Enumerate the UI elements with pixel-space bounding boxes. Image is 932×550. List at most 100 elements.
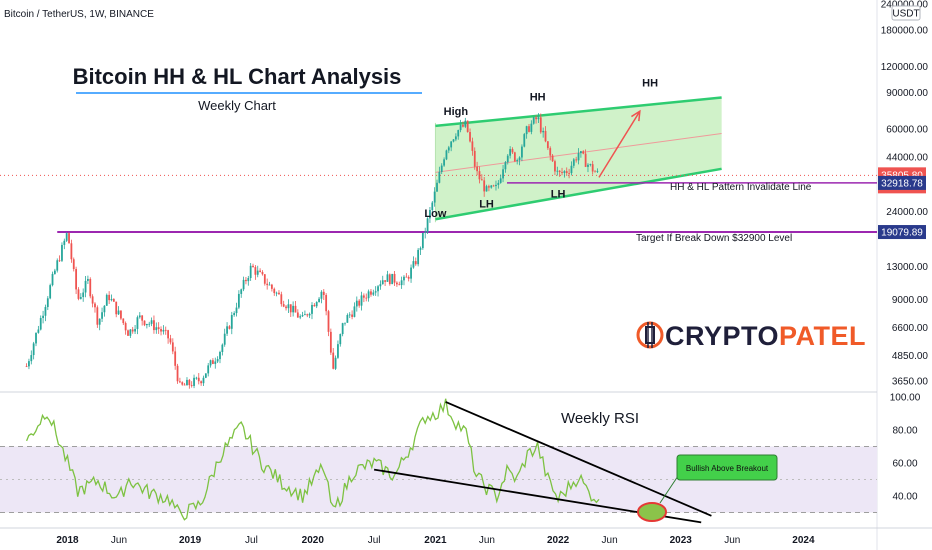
candle-body [103,305,106,313]
candle [51,271,54,287]
candle [278,290,280,295]
candle-body [197,377,200,382]
candle [164,326,167,335]
candle-body [42,315,44,319]
candle [122,318,125,326]
candle-body [492,185,495,187]
candle [483,176,486,197]
candle-body [405,276,408,278]
candle-body [280,294,283,305]
candle [299,314,302,320]
candle-body [487,186,490,188]
candle [127,329,129,336]
candle [525,125,528,139]
candle [558,170,561,177]
candle [410,264,412,283]
candle [143,320,146,327]
rsi-tick-label: 60.00 [892,459,917,470]
candle-body [209,360,212,366]
candle-body [176,365,179,382]
candle-body [311,304,313,314]
brand-logo-icon-inner [645,326,655,344]
candle [487,184,490,192]
candle-body [535,117,537,120]
brand-name-part2: PATEL [779,321,866,351]
candle [301,311,304,318]
candle-body [245,279,247,282]
candle [454,133,457,142]
candle [204,373,207,379]
candle [582,150,585,155]
rsi-tick-label: 100.00 [890,393,921,404]
candle-body [134,328,136,332]
candle-body [450,141,453,148]
candle [499,174,502,184]
candle-body [478,171,481,180]
candle-body [204,373,207,378]
candle-body [138,315,141,318]
candle [445,149,448,161]
candle [58,255,61,263]
candle [473,147,476,170]
candle [584,149,587,168]
candle-body [379,284,382,287]
candle-body [98,318,101,325]
symbol-header[interactable]: Bitcoin / TetherUS, 1W, BINANCE [4,9,154,20]
candle [518,156,521,166]
candle-body [28,361,30,367]
candle-body [452,139,455,142]
candle-body [544,130,547,142]
candle-body [322,291,325,296]
candle [157,322,160,334]
candle [35,332,37,347]
candle-body [249,265,252,279]
annotation-label: HH [530,92,546,104]
candle-body [216,359,219,362]
candle-body [516,159,519,162]
price-tick-label: 180000.00 [881,25,929,36]
candle [367,289,370,302]
candle [247,275,250,286]
candle [436,179,438,192]
rsi-tick-label: 40.00 [892,492,917,503]
price-axis[interactable]: 240000.00 180000.00 120000.00 90000.00 60000… [881,0,929,388]
candle [325,293,328,316]
candle-body [513,152,516,162]
price-tick-label: 60000.00 [886,124,928,135]
candle [105,293,108,306]
candle [233,311,236,317]
candle [245,276,247,285]
time-axis[interactable]: 2018 Jun 2019 Jul 2020 Jul 2021 Jun 2022 Jun 2023 J… [56,535,815,546]
candle [320,290,323,304]
candle-body [263,274,266,284]
candle-body [223,333,226,345]
candle [480,174,483,181]
candle [84,276,87,298]
candle [53,268,56,275]
candle [252,263,254,268]
candle-body [355,300,358,307]
candle [589,163,592,167]
time-tick-label: Jul [368,535,381,546]
candle-body [193,377,195,386]
candle [77,287,80,301]
candle [539,113,542,134]
candle [462,121,464,128]
candle [563,170,566,178]
candle-body [89,279,92,297]
candle-body [254,267,257,275]
currency-badge[interactable] [891,5,921,21]
candle [429,207,431,223]
candle [28,358,30,370]
candle-body [270,284,273,289]
candle [495,180,497,191]
candle [39,315,42,331]
candle-body [294,305,297,313]
candle-body [551,155,554,162]
annotation-label: HH [642,78,658,90]
candle [546,141,549,151]
candle [193,374,195,389]
rsi-axis[interactable]: 100.00 80.00 60.00 40.00 [890,393,921,503]
candle [212,358,214,365]
candle-body [37,329,40,333]
